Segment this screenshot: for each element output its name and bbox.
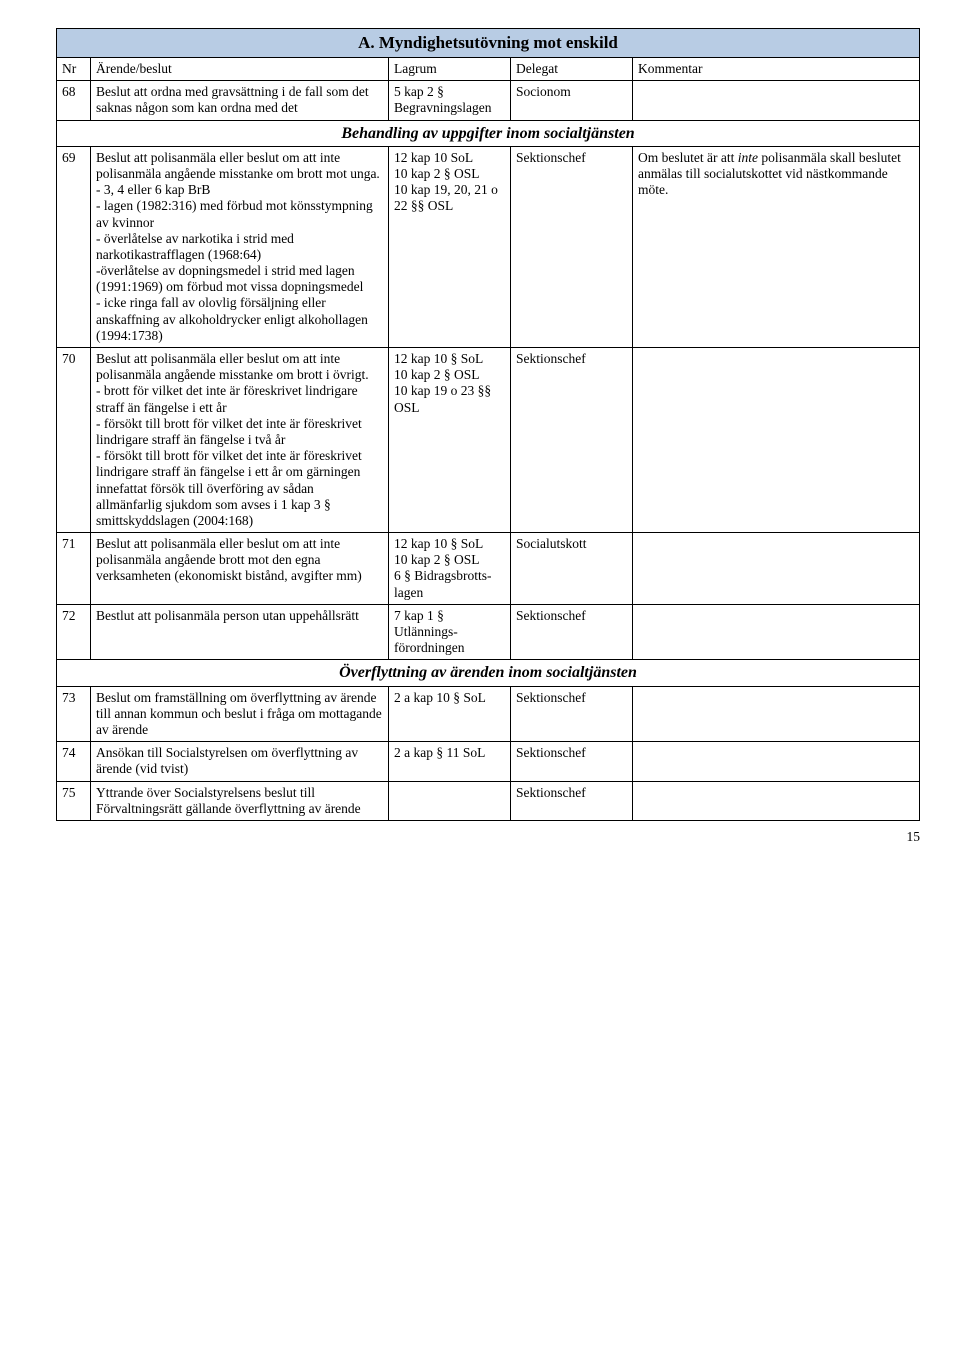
cell-kommentar <box>633 81 920 120</box>
cell-arende: Beslut att polisanmäla eller beslut om a… <box>91 533 389 605</box>
subsection-title: Behandling av uppgifter inom socialtjäns… <box>57 120 920 146</box>
cell-arende: Bestlut att polisanmäla person utan uppe… <box>91 604 389 660</box>
cell-nr: 75 <box>57 781 91 820</box>
cell-kommentar <box>633 348 920 533</box>
cell-delegat: Socionom <box>511 81 633 120</box>
cell-lagrum: 7 kap 1 § Utlännings-förordningen <box>389 604 511 660</box>
subsection-title: Överflyttning av ärenden inom socialtjän… <box>57 660 920 686</box>
cell-kommentar: Om beslutet är att inte polisanmäla skal… <box>633 146 920 347</box>
cell-kommentar <box>633 686 920 742</box>
delegation-table: Nr Ärende/beslut Lagrum Delegat Kommenta… <box>56 57 920 821</box>
table-row: 69 Beslut att polisanmäla eller beslut o… <box>57 146 920 347</box>
cell-delegat: Sektionschef <box>511 742 633 781</box>
cell-nr: 70 <box>57 348 91 533</box>
table-header-row: Nr Ärende/beslut Lagrum Delegat Kommenta… <box>57 58 920 81</box>
subsection-header: Överflyttning av ärenden inom socialtjän… <box>57 660 920 686</box>
cell-arende: Beslut att polisanmäla eller beslut om a… <box>91 146 389 347</box>
cell-lagrum: 12 kap 10 § SoL10 kap 2 § OSL10 kap 19 o… <box>389 348 511 533</box>
header-nr: Nr <box>57 58 91 81</box>
cell-kommentar <box>633 781 920 820</box>
kommentar-text: Om beslutet är att <box>638 150 738 165</box>
cell-lagrum <box>389 781 511 820</box>
table-row: 73 Beslut om framställning om överflyttn… <box>57 686 920 742</box>
section-title: A. Myndighetsutövning mot enskild <box>56 28 920 57</box>
cell-nr: 73 <box>57 686 91 742</box>
cell-delegat: Sektionschef <box>511 146 633 347</box>
cell-kommentar <box>633 533 920 605</box>
cell-nr: 69 <box>57 146 91 347</box>
header-kommentar: Kommentar <box>633 58 920 81</box>
cell-nr: 74 <box>57 742 91 781</box>
cell-arende: Yttrande över Socialstyrelsens beslut ti… <box>91 781 389 820</box>
table-row: 70 Beslut att polisanmäla eller beslut o… <box>57 348 920 533</box>
cell-lagrum: 12 kap 10 SoL10 kap 2 § OSL10 kap 19, 20… <box>389 146 511 347</box>
cell-kommentar <box>633 742 920 781</box>
cell-nr: 72 <box>57 604 91 660</box>
subsection-header: Behandling av uppgifter inom socialtjäns… <box>57 120 920 146</box>
table-row: 75 Yttrande över Socialstyrelsens beslut… <box>57 781 920 820</box>
header-delegat: Delegat <box>511 58 633 81</box>
cell-delegat: Sektionschef <box>511 686 633 742</box>
page-number: 15 <box>56 829 920 845</box>
cell-lagrum: 2 a kap § 11 SoL <box>389 742 511 781</box>
cell-nr: 71 <box>57 533 91 605</box>
table-row: 68 Beslut att ordna med gravsättning i d… <box>57 81 920 120</box>
cell-delegat: Socialutskott <box>511 533 633 605</box>
cell-lagrum: 12 kap 10 § SoL10 kap 2 § OSL6 § Bidrags… <box>389 533 511 605</box>
cell-arende: Ansökan till Socialstyrelsen om överflyt… <box>91 742 389 781</box>
cell-arende: Beslut att ordna med gravsättning i de f… <box>91 81 389 120</box>
cell-delegat: Sektionschef <box>511 604 633 660</box>
kommentar-em: inte <box>738 150 758 165</box>
cell-delegat: Sektionschef <box>511 348 633 533</box>
header-lagrum: Lagrum <box>389 58 511 81</box>
cell-lagrum: 5 kap 2 § Begravningslagen <box>389 81 511 120</box>
table-row: 74 Ansökan till Socialstyrelsen om överf… <box>57 742 920 781</box>
cell-nr: 68 <box>57 81 91 120</box>
cell-arende: Beslut att polisanmäla eller beslut om a… <box>91 348 389 533</box>
header-arende: Ärende/beslut <box>91 58 389 81</box>
table-row: 71 Beslut att polisanmäla eller beslut o… <box>57 533 920 605</box>
cell-lagrum: 2 a kap 10 § SoL <box>389 686 511 742</box>
table-row: 72 Bestlut att polisanmäla person utan u… <box>57 604 920 660</box>
cell-kommentar <box>633 604 920 660</box>
cell-delegat: Sektionschef <box>511 781 633 820</box>
cell-arende: Beslut om framställning om överflyttning… <box>91 686 389 742</box>
